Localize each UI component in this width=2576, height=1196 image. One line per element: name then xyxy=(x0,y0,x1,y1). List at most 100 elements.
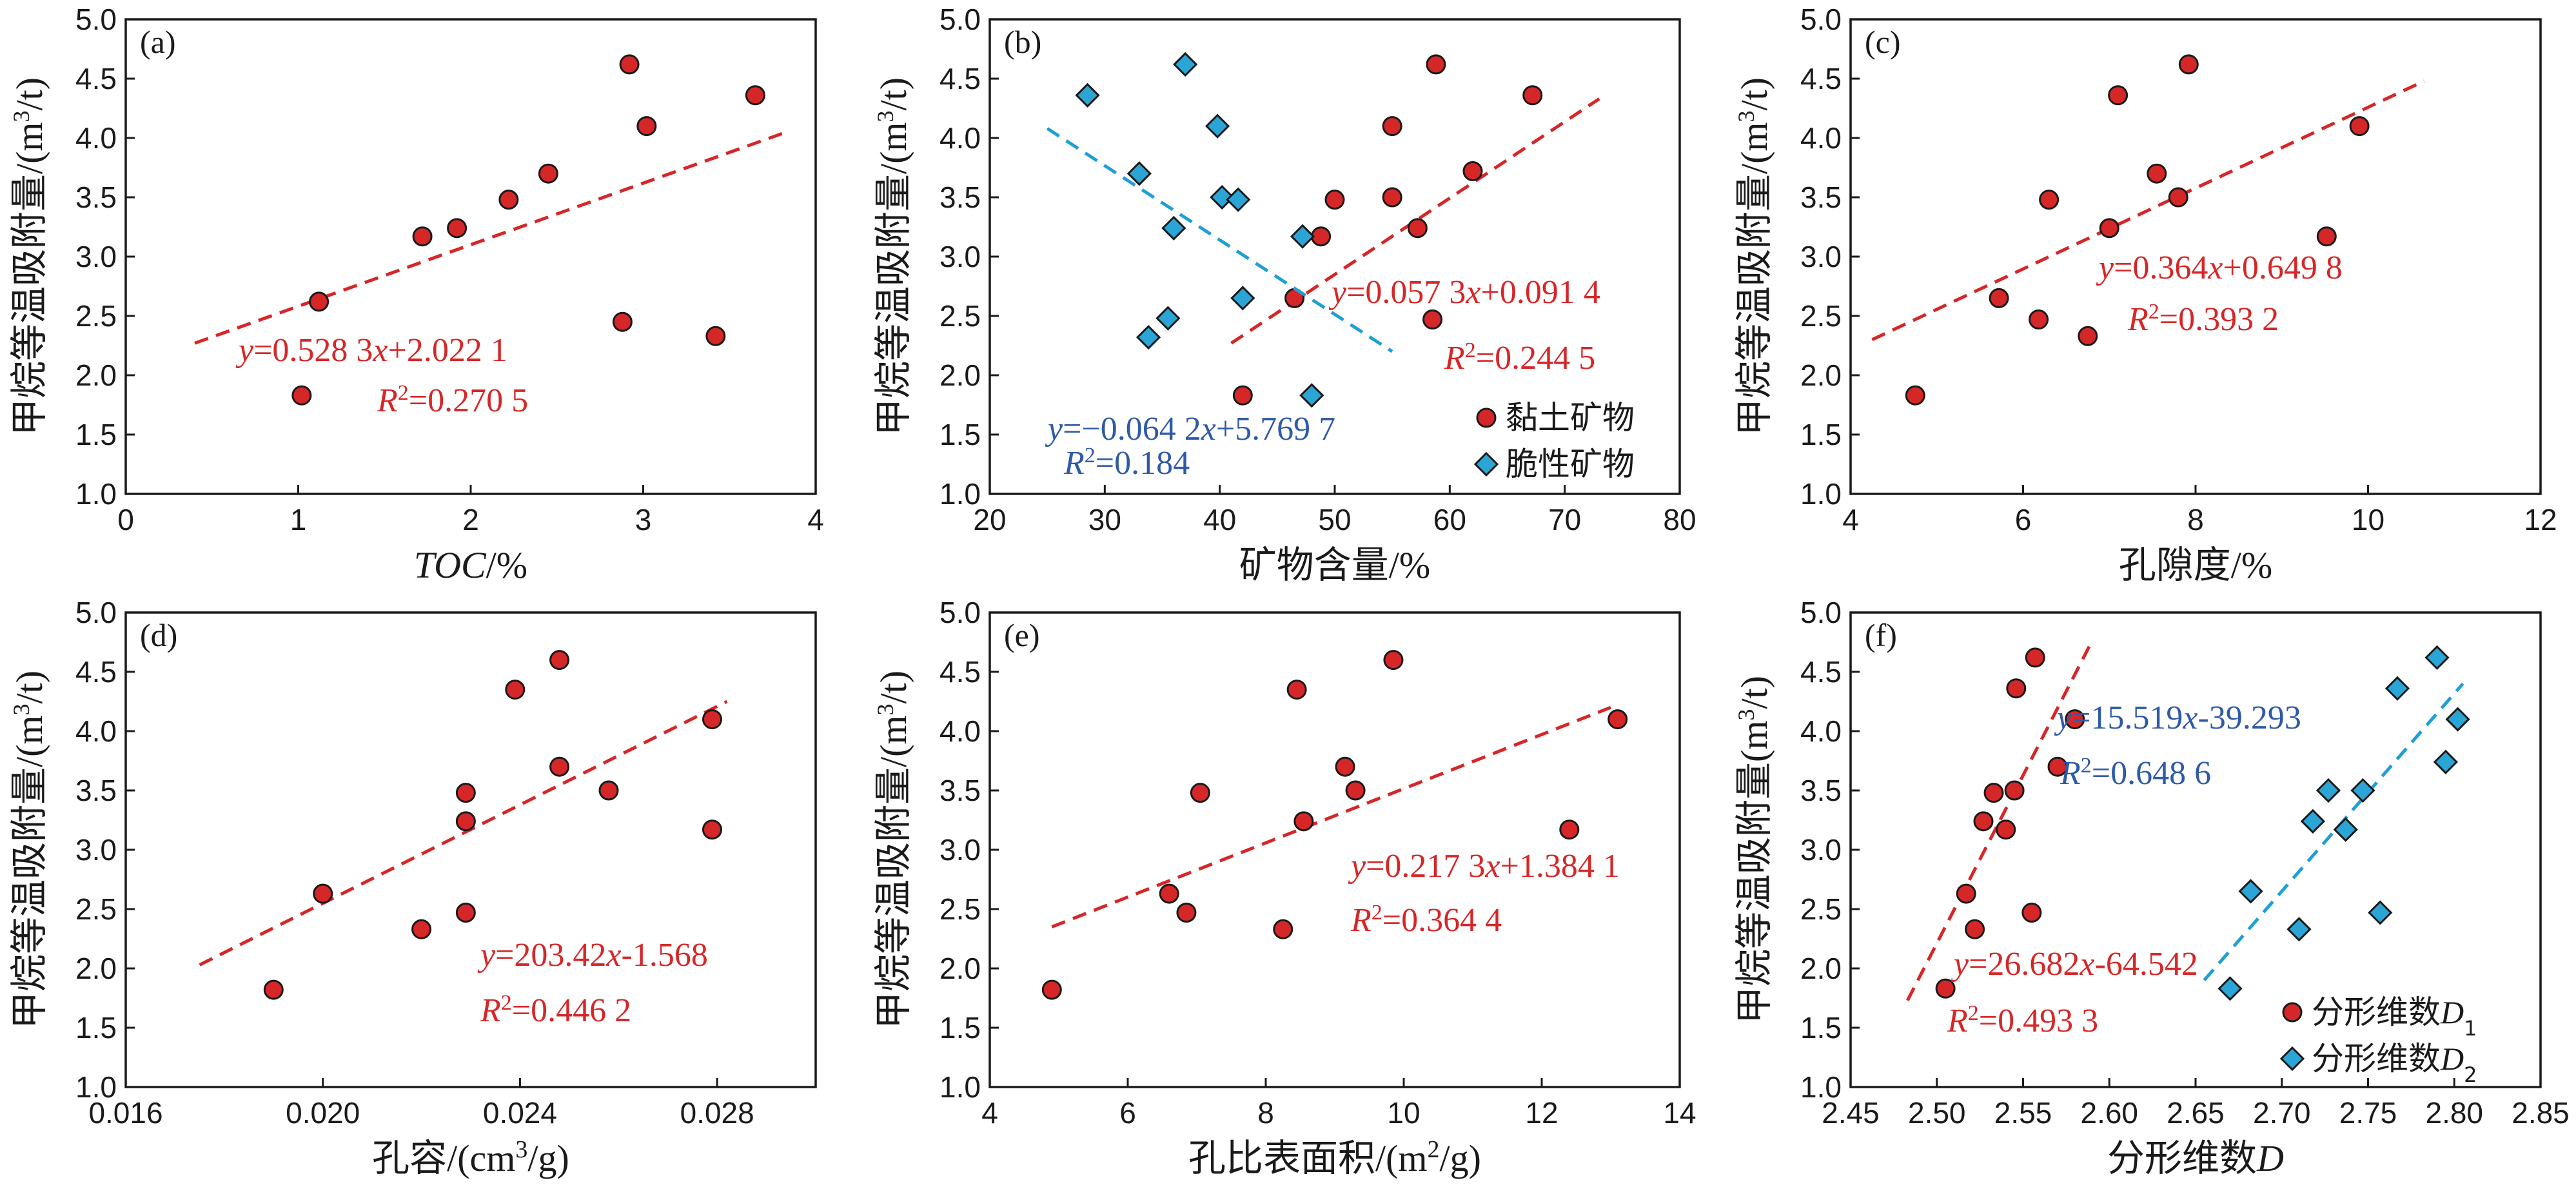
regression-equation: y=0.217 3x+1.384 1 xyxy=(1348,848,1620,885)
y-tick-label: 1.0 xyxy=(939,477,981,511)
data-point xyxy=(2349,116,2370,137)
y-tick-label: 5.0 xyxy=(75,3,117,36)
x-tick-label: 2.65 xyxy=(2167,1096,2225,1130)
data-point xyxy=(1935,978,1956,999)
y-tick-label: 4.5 xyxy=(939,655,981,689)
panel-label: (d) xyxy=(140,617,177,653)
panel-label: (a) xyxy=(140,24,176,60)
plot-frame xyxy=(124,18,817,495)
x-tick-label: 2.45 xyxy=(1822,1096,1880,1130)
x-tick-label: 0.024 xyxy=(483,1096,557,1130)
data-point xyxy=(598,780,619,801)
data-point xyxy=(2021,903,2042,923)
y-tick-label: 2.5 xyxy=(939,892,981,926)
y-tick-label: 3.5 xyxy=(1800,774,1842,807)
x-tick-label: 3 xyxy=(635,503,652,536)
y-tick-label: 4.0 xyxy=(1800,121,1842,155)
data-point xyxy=(1293,811,1314,832)
data-point xyxy=(2147,163,2167,184)
x-tick-label: 6 xyxy=(2015,503,2032,536)
x-tick-label: 12 xyxy=(2524,503,2557,536)
data-point xyxy=(498,190,519,210)
y-tick-label: 3.0 xyxy=(1800,240,1842,273)
y-tick-label: 3.5 xyxy=(1800,181,1842,214)
x-tick-label: 2 xyxy=(462,503,479,536)
y-tick-label: 2.0 xyxy=(1800,952,1842,985)
legend-label: 脆性矿物 xyxy=(1506,446,1635,483)
r-squared: R2=0.648 6 xyxy=(2060,754,2211,792)
data-point xyxy=(309,291,329,312)
data-point xyxy=(1996,819,2016,840)
regression-equation: y=−0.064 2x+5.769 7 xyxy=(1045,411,1335,447)
data-point xyxy=(1382,187,1402,208)
data-point xyxy=(2047,756,2068,777)
data-point xyxy=(1041,979,1062,1000)
data-point xyxy=(1155,306,1181,331)
y-tick-label: 4.0 xyxy=(75,121,117,155)
y-tick-label: 4.0 xyxy=(75,714,117,748)
x-axis-label: 孔隙度/% xyxy=(2119,544,2272,586)
y-tick-label: 2.0 xyxy=(75,952,117,985)
y-tick-label: 5.0 xyxy=(1800,596,1842,629)
x-tick-label: 0.016 xyxy=(88,1096,162,1130)
data-point xyxy=(2316,226,2337,247)
x-tick-label: 70 xyxy=(1548,503,1581,536)
panel-label: (c) xyxy=(1865,24,1901,60)
r-squared: R2=0.393 2 xyxy=(2127,300,2279,338)
y-tick-label: 5.0 xyxy=(75,596,117,629)
data-point xyxy=(1522,85,1543,106)
data-point xyxy=(1273,919,1293,939)
chart-panel-b: 1.0 1.5 2.0 2.5 3.0 3.5 4.0 4.5 5.0 20 30 40 50 60 70 8… xyxy=(872,3,1696,586)
y-tick-label: 3.5 xyxy=(939,181,981,214)
x-tick-label: 60 xyxy=(1433,503,1466,536)
data-point xyxy=(1190,783,1210,803)
y-tick-label: 1.5 xyxy=(1800,418,1842,451)
y-axis-label: 甲烷等温吸附量(m3/t) xyxy=(1733,676,1775,1024)
y-tick-label: 2.0 xyxy=(1800,358,1842,392)
x-tick-label: 4 xyxy=(981,1096,998,1130)
data-point xyxy=(1905,385,1925,406)
data-point xyxy=(2445,707,2470,732)
series-脆性矿物: y=−0.064 2x+5.769 7R2=0.184 xyxy=(1045,52,1393,482)
x-tick-label: 30 xyxy=(1088,503,1121,536)
fit-line xyxy=(2203,682,2464,982)
data-point xyxy=(636,116,657,137)
y-tick-label: 3.0 xyxy=(939,240,981,273)
x-axis-label: 分形维数D xyxy=(2107,1137,2284,1179)
data-point xyxy=(2315,778,2341,803)
data-point xyxy=(2006,678,2027,699)
y-tick-label: 3.5 xyxy=(75,774,117,807)
x-tick-label: 80 xyxy=(1663,503,1696,536)
series-分形维数D1: y=26.682x-64.542 R2=0.493 3 xyxy=(1906,640,2198,1039)
data-point xyxy=(2238,879,2263,904)
series-分形维数D2: y=15.519x-39.293 R2=0.648 6 xyxy=(2054,645,2470,1001)
data-point xyxy=(313,883,333,904)
y-tick-label: 4.5 xyxy=(75,62,117,95)
data-point xyxy=(612,311,633,332)
data-point xyxy=(2424,645,2450,671)
x-axis-label: 孔比表面积/(m2/g) xyxy=(1188,1136,1481,1179)
data-point xyxy=(2004,780,2025,801)
data-point xyxy=(455,811,476,832)
data-point xyxy=(1173,52,1198,77)
data-point xyxy=(1973,811,1994,832)
data-point xyxy=(1230,286,1255,311)
data-point xyxy=(549,650,570,671)
data-point xyxy=(745,85,765,106)
data-point xyxy=(1965,919,1985,939)
y-tick-label: 1.0 xyxy=(939,1070,981,1104)
r-squared: R2=0.184 xyxy=(1063,444,1190,482)
x-tick-label: 2.70 xyxy=(2253,1096,2311,1130)
x-tick-label: 2.60 xyxy=(2080,1096,2138,1130)
regression-equation: y=26.682x-64.542 xyxy=(1951,946,2198,983)
series-data: y=0.217 3x+1.384 1 R2=0.364 4 xyxy=(1041,650,1628,1000)
series-data: y=0.364x+0.649 8 R2=0.393 2 xyxy=(1871,54,2425,406)
y-tick-label: 5.0 xyxy=(1800,3,1842,36)
data-point xyxy=(619,54,640,75)
data-point xyxy=(2099,218,2119,239)
y-tick-label: 4.0 xyxy=(1800,714,1842,748)
data-point xyxy=(2025,647,2045,668)
chart-panel-d: 1.0 1.5 2.0 2.5 3.0 3.5 4.0 4.5 5.0 0.016 0.020 0.0… xyxy=(8,596,817,1179)
fit-line xyxy=(1051,705,1611,928)
